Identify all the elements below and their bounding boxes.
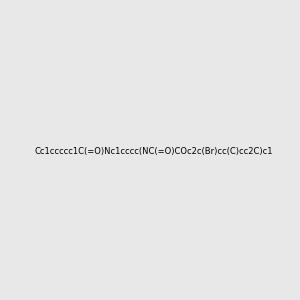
Text: Cc1ccccc1C(=O)Nc1cccc(NC(=O)COc2c(Br)cc(C)cc2C)c1: Cc1ccccc1C(=O)Nc1cccc(NC(=O)COc2c(Br)cc(… [34, 147, 273, 156]
